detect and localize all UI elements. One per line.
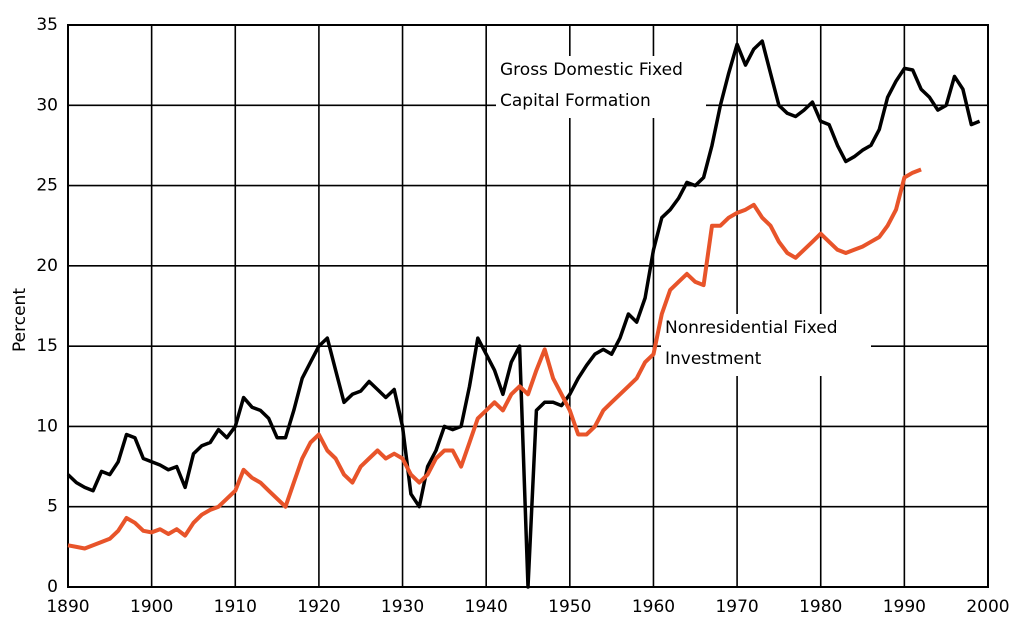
x-tick-label: 1970 <box>715 597 758 617</box>
x-tick-label: 1980 <box>799 597 842 617</box>
series-label: Nonresidential Fixed <box>665 318 838 338</box>
label-background <box>661 314 871 376</box>
y-tick-label: 15 <box>36 336 58 356</box>
series-label: Capital Formation <box>500 91 651 111</box>
x-tick-label: 1950 <box>548 597 591 617</box>
y-tick-label: 25 <box>36 176 58 196</box>
y-tick-label: 5 <box>47 497 58 517</box>
y-tick-label: 10 <box>36 416 58 436</box>
y-axis-label: Percent <box>10 288 30 352</box>
y-tick-label: 35 <box>36 15 58 35</box>
series-line <box>67 167 922 551</box>
x-tick-label: 1940 <box>465 597 508 617</box>
y-tick-label: 20 <box>36 256 58 276</box>
x-tick-label: 1960 <box>632 597 675 617</box>
series-label: Investment <box>665 349 762 369</box>
y-tick-label: 0 <box>47 577 58 597</box>
x-tick-label: 2000 <box>966 597 1009 617</box>
series-label: Gross Domestic Fixed <box>500 60 683 80</box>
x-tick-label: 1910 <box>214 597 257 617</box>
x-tick-label: 1920 <box>297 597 340 617</box>
x-tick-label: 1900 <box>130 597 173 617</box>
y-tick-label: 30 <box>36 95 58 115</box>
x-tick-label: 1930 <box>381 597 424 617</box>
label-background <box>496 56 706 118</box>
series-line <box>66 39 981 589</box>
x-tick-label: 1890 <box>46 597 89 617</box>
x-tick-label: 1990 <box>883 597 926 617</box>
